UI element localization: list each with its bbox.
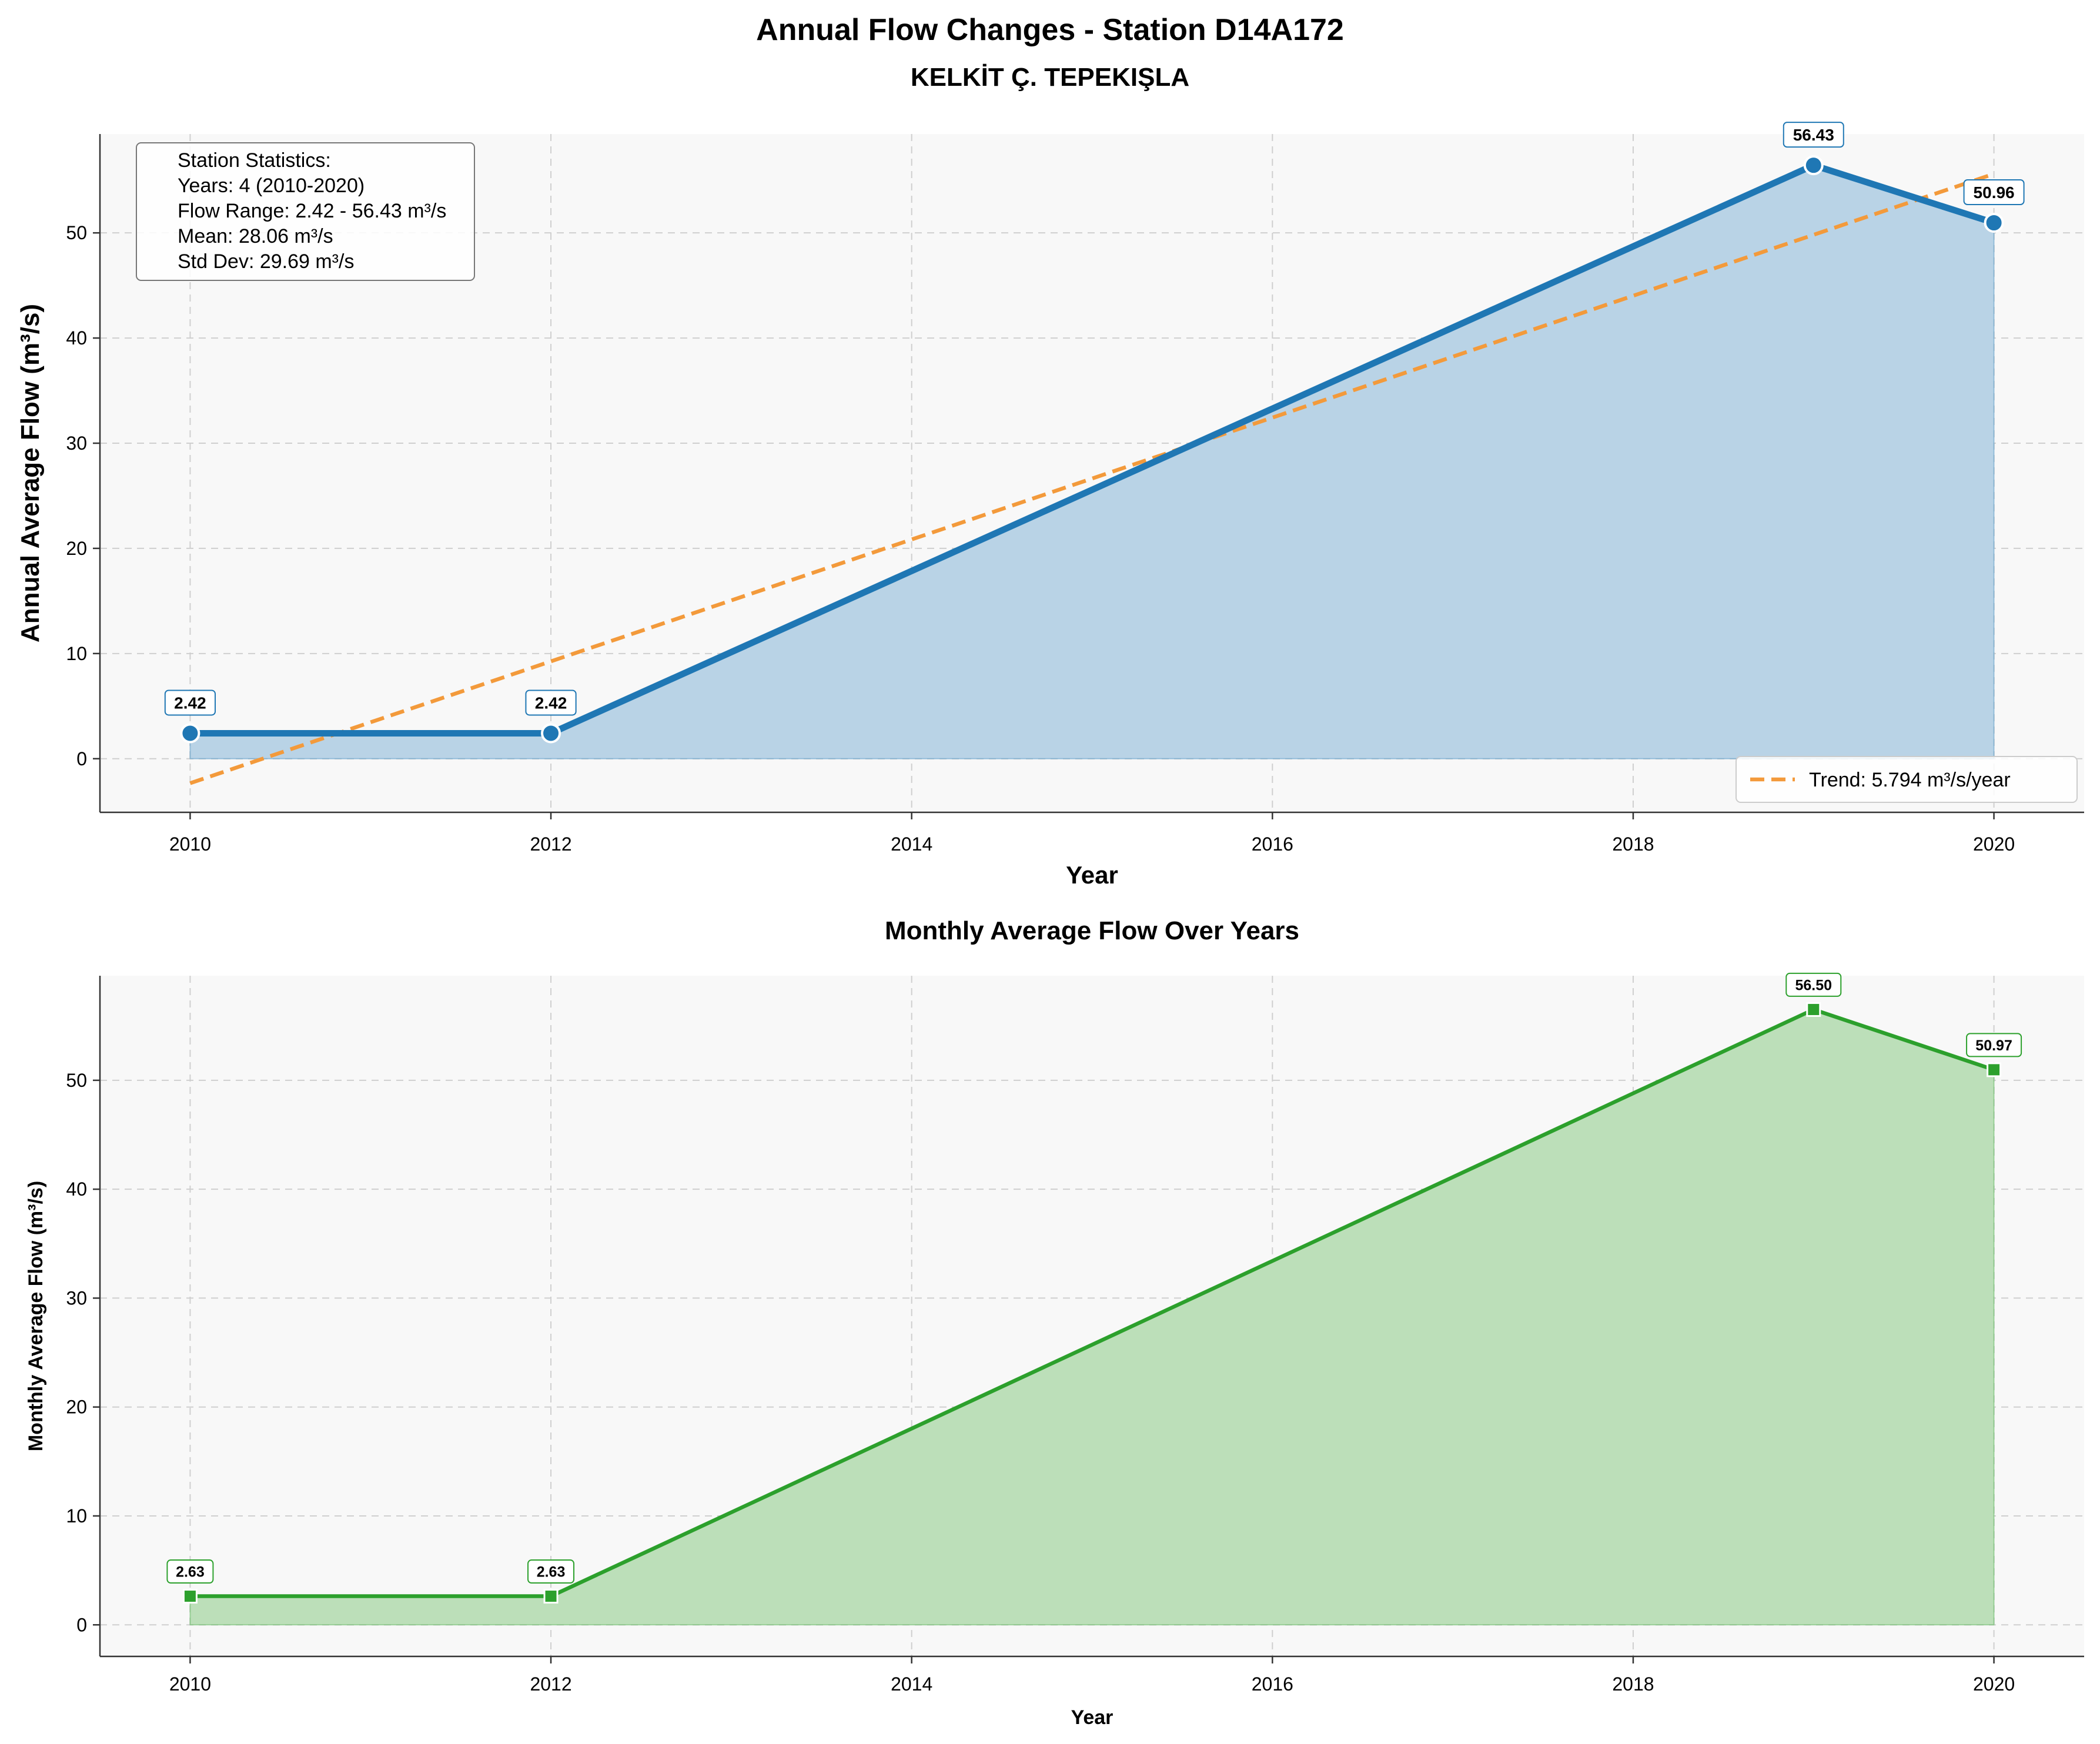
stats-line: Station Statistics: [178,149,331,172]
annual-stats-box: Station Statistics: Years: 4 (2010-2020) F… [136,142,475,281]
y-tick-label: 40 [66,327,87,349]
data-label: 56.43 [1793,126,1834,144]
data-label: 50.96 [1974,183,2015,202]
stats-line: Std Dev: 29.69 m³/s [178,250,354,273]
annual-x-axis-label: Year [1066,861,1118,889]
data-label-box [1963,179,2025,206]
data-label-box [1783,122,1844,148]
y-tick-label: 10 [66,643,87,664]
y-tick-label: 50 [66,222,87,243]
monthly-markers [182,1002,2002,1604]
x-tick-label: 2012 [530,1673,571,1695]
x-tick-label: 2014 [891,833,932,855]
data-label: 2.42 [174,694,206,712]
stats-line: Years: 4 (2010-2020) [178,175,365,197]
annual-axes: 2010 2012 2014 2016 2018 2020 0 10 20 30 40 50 [66,134,2084,855]
data-point-marker [182,1589,198,1604]
x-tick-label: 2018 [1612,1673,1654,1695]
data-label-box [164,689,216,716]
y-tick-label: 30 [66,1287,87,1308]
y-tick-label: 10 [66,1505,87,1527]
data-label: 2.63 [537,1564,566,1581]
x-tick-label: 2010 [169,833,211,855]
y-tick-label: 0 [76,748,87,769]
x-tick-label: 2014 [891,1673,932,1695]
y-tick-label: 20 [66,1397,87,1418]
data-label-box [166,1559,214,1584]
data-point-marker [543,1589,559,1604]
monthly-chart-title: Monthly Average Flow Over Years [885,916,1299,945]
x-tick-label: 2018 [1612,833,1654,855]
annual-line-layer [190,162,1995,737]
data-point-marker [1987,1062,2002,1077]
figure-subtitle: KELKİT Ç. TEPEKIŞLA [911,63,1189,92]
monthly-data-labels: 2.63 2.63 56.50 50.97 [166,972,2022,1584]
data-label-box [1966,1033,2022,1057]
monthly-y-axis-label: Monthly Average Flow (m³/s) [25,1181,47,1451]
data-point-marker [541,723,561,744]
stats-line: Mean: 28.06 m³/s [178,225,333,247]
series-line [190,162,1995,737]
data-label: 2.42 [535,694,567,712]
figure-title: Annual Flow Changes - Station D14A172 [756,13,1344,47]
data-label-box [1785,972,1842,997]
stats-box-frame [136,142,475,281]
x-tick-label: 2020 [1973,1673,2015,1695]
data-label: 56.50 [1795,977,1832,993]
legend-trend-label: Trend: 5.794 m³/s/year [1809,769,2011,791]
y-tick-label: 30 [66,433,87,454]
y-tick-label: 20 [66,538,87,559]
x-tick-label: 2012 [530,833,571,855]
data-label: 50.97 [1975,1037,2012,1054]
x-tick-label: 2016 [1252,833,1293,855]
data-label-box [525,689,577,716]
data-point-marker [1806,1002,1821,1017]
data-point-marker [180,723,200,744]
annual-legend: Trend: 5.794 m³/s/year [1735,756,2078,803]
annual-data-labels: 2.42 2.42 56.43 50.96 [164,122,2025,716]
annual-markers [180,155,2004,744]
series-line [190,1007,1995,1598]
data-point-marker [1803,155,1824,176]
x-tick-label: 2016 [1252,1673,1293,1695]
data-label: 2.63 [176,1564,205,1581]
x-tick-label: 2010 [169,1673,211,1695]
monthly-x-axis-label: Year [1071,1706,1113,1729]
monthly-axes: 2010 2012 2014 2016 2018 2020 0 10 20 30 40 50 [66,976,2084,1695]
stats-line: Flow Range: 2.42 - 56.43 m³/s [178,200,446,222]
monthly-line-layer [190,1007,1995,1598]
y-tick-label: 0 [76,1614,87,1635]
annual-y-axis-label: Annual Average Flow (m³/s) [16,304,45,642]
monthly-flow-panel: Monthly Average Flow Over Years 2.63 2.63… [25,916,2084,1729]
data-label-box [527,1559,575,1584]
data-point-marker [1984,213,2004,233]
y-tick-label: 40 [66,1179,87,1200]
legend-frame [1735,756,2078,803]
y-tick-label: 50 [66,1070,87,1091]
x-tick-label: 2020 [1973,833,2015,855]
